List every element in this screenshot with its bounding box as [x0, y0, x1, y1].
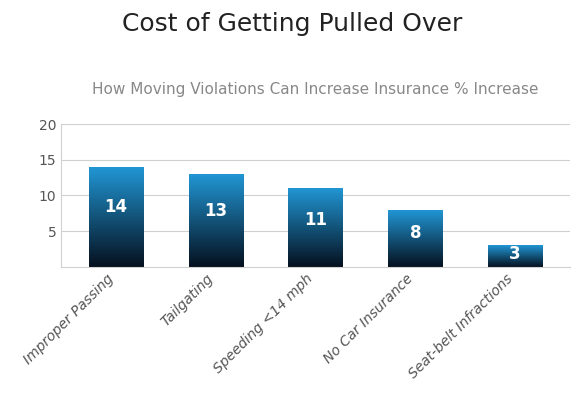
Text: 8: 8: [410, 223, 421, 242]
Text: Cost of Getting Pulled Over: Cost of Getting Pulled Over: [122, 12, 463, 36]
Title: How Moving Violations Can Increase Insurance % Increase: How Moving Violations Can Increase Insur…: [92, 82, 539, 97]
Text: 3: 3: [510, 245, 521, 263]
Text: 11: 11: [304, 211, 327, 229]
Text: 13: 13: [204, 202, 228, 220]
Text: 14: 14: [105, 198, 128, 216]
